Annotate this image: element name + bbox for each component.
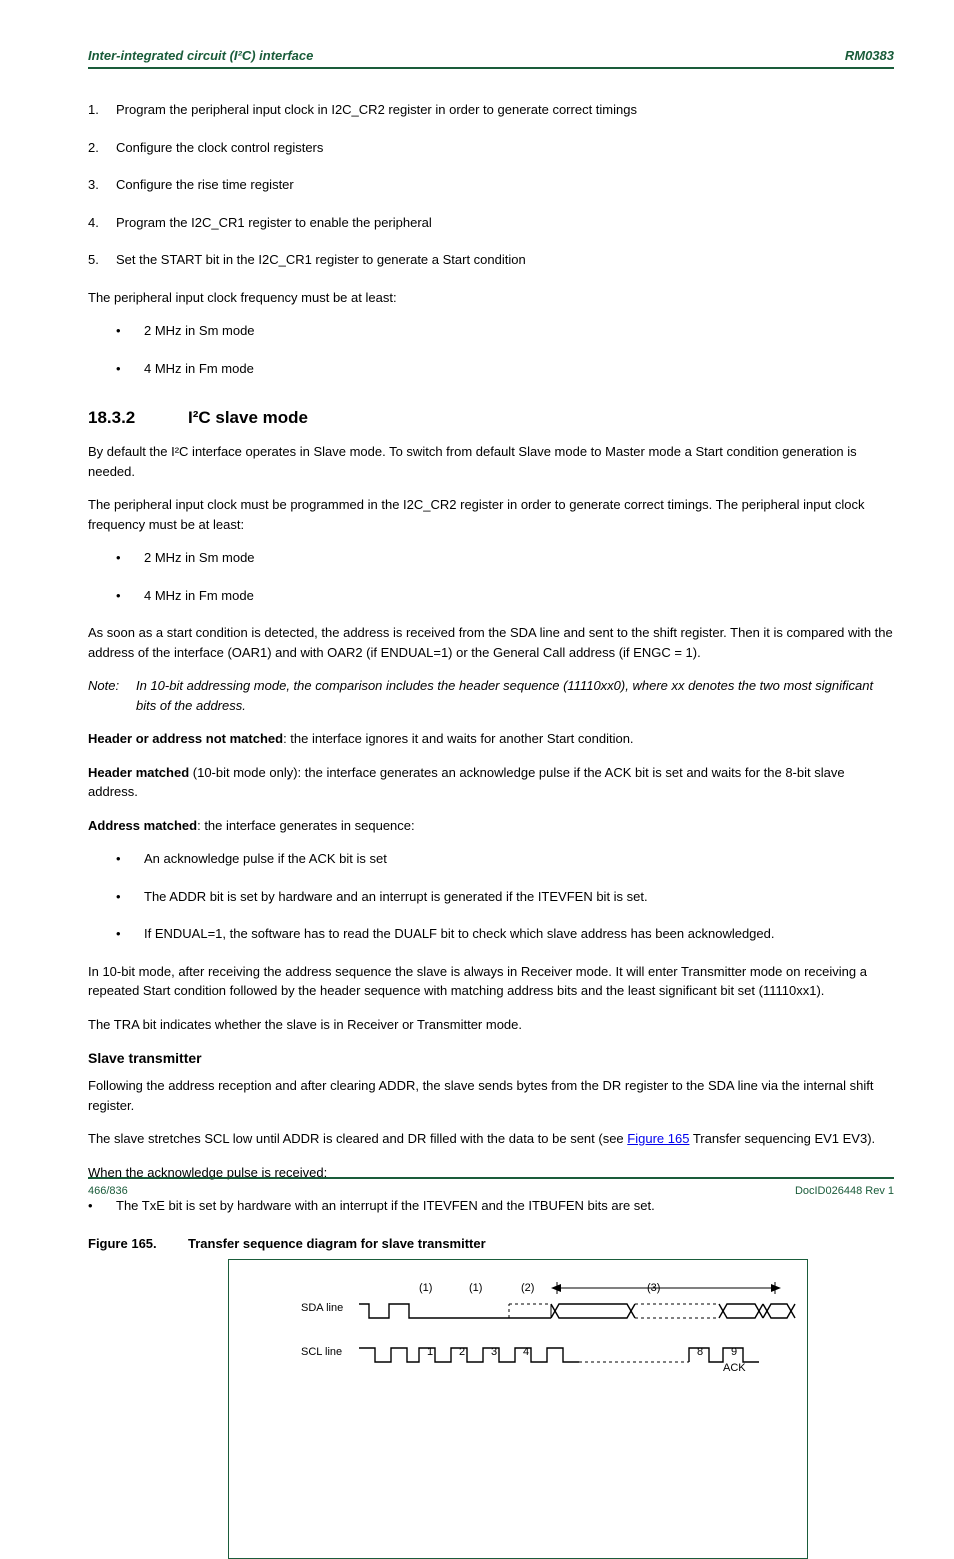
item-text: Program the I2C_CR1 register to enable t… xyxy=(116,213,894,233)
item-number: 4. xyxy=(88,213,116,233)
para: The peripheral input clock must be progr… xyxy=(88,495,894,534)
para: Address matched: the interface generates… xyxy=(88,816,894,836)
bullet-item: •4 MHz in Fm mode xyxy=(116,359,894,379)
figure-box: (1) (1) (2) (3) SDA line SCL line xyxy=(228,1259,808,1559)
item-text: Set the START bit in the I2C_CR1 registe… xyxy=(116,250,894,270)
ack-label: ACK xyxy=(723,1362,746,1374)
item-text: Configure the rise time register xyxy=(116,175,894,195)
item-text: Program the peripheral input clock in I2… xyxy=(116,100,894,120)
figure-title: Transfer sequence diagram for slave tran… xyxy=(188,1236,486,1251)
para: By default the I²C interface operates in… xyxy=(88,442,894,481)
clk-num-8: 8 xyxy=(697,1346,703,1358)
marker-1b: (1) xyxy=(469,1282,482,1294)
section-title: I²C slave mode xyxy=(188,408,308,428)
note-text: In 10-bit addressing mode, the compariso… xyxy=(136,676,894,715)
header-left: Inter-integrated circuit (I²C) interface xyxy=(88,48,313,63)
bullet-item: •4 MHz in Fm mode xyxy=(116,586,894,606)
numbered-item: 4.Program the I2C_CR1 register to enable… xyxy=(88,213,894,233)
bullet-item: •If ENDUAL=1, the software has to read t… xyxy=(116,924,894,944)
bullet-item: • The TxE bit is set by hardware with an… xyxy=(88,1196,894,1216)
slave-tx-heading: Slave transmitter xyxy=(88,1050,894,1066)
para: Following the address reception and afte… xyxy=(88,1076,894,1115)
freq-para: The peripheral input clock frequency mus… xyxy=(88,288,894,308)
note-label: Note: xyxy=(88,676,136,715)
clk-num-1: 1 xyxy=(427,1346,433,1358)
section-number: 18.3.2 xyxy=(88,408,188,428)
marker-2: (2) xyxy=(521,1282,534,1294)
page-footer: 466/836 DocID026448 Rev 1 xyxy=(88,1177,894,1197)
numbered-item: 3.Configure the rise time register xyxy=(88,175,894,195)
figure-caption: Figure 165. Transfer sequence diagram fo… xyxy=(88,1236,894,1251)
note-para: Note: In 10-bit addressing mode, the com… xyxy=(88,676,894,715)
clk-num-3: 3 xyxy=(491,1346,497,1358)
para: As soon as a start condition is detected… xyxy=(88,623,894,662)
sda-label: SDA line xyxy=(301,1302,343,1314)
numbered-item: 5.Set the START bit in the I2C_CR1 regis… xyxy=(88,250,894,270)
para: In 10-bit mode, after receiving the addr… xyxy=(88,962,894,1001)
item-number: 3. xyxy=(88,175,116,195)
header-right: RM0383 xyxy=(845,48,894,63)
marker-1a: (1) xyxy=(419,1282,432,1294)
clk-num-4: 4 xyxy=(523,1346,529,1358)
numbered-item: 2.Configure the clock control registers xyxy=(88,138,894,158)
para: The TRA bit indicates whether the slave … xyxy=(88,1015,894,1035)
item-text: Configure the clock control registers xyxy=(116,138,894,158)
page-header: Inter-integrated circuit (I²C) interface… xyxy=(88,48,894,69)
dimension-arrow xyxy=(551,1280,781,1296)
numbered-item: 1.Program the peripheral input clock in … xyxy=(88,100,894,120)
main-content: 1.Program the peripheral input clock in … xyxy=(88,100,894,1559)
item-number: 2. xyxy=(88,138,116,158)
section-heading-18-3-2: 18.3.2 I²C slave mode xyxy=(88,408,894,428)
item-number: 5. xyxy=(88,250,116,270)
bullet-item: •The ADDR bit is set by hardware and an … xyxy=(116,887,894,907)
para: Header matched (10-bit mode only): the i… xyxy=(88,763,894,802)
clk-num-9: 9 xyxy=(731,1346,737,1358)
bullet-item: •2 MHz in Sm mode xyxy=(116,548,894,568)
figure-number: Figure 165. xyxy=(88,1236,188,1251)
sda-waveform xyxy=(359,1296,799,1324)
scl-label: SCL line xyxy=(301,1346,342,1358)
footer-right: DocID026448 Rev 1 xyxy=(795,1185,894,1197)
para: Header or address not matched: the inter… xyxy=(88,729,894,749)
bullet-item: •2 MHz in Sm mode xyxy=(116,321,894,341)
footer-left: 466/836 xyxy=(88,1185,128,1197)
item-number: 1. xyxy=(88,100,116,120)
figure-link[interactable]: Figure 165 xyxy=(627,1131,689,1146)
para: The slave stretches SCL low until ADDR i… xyxy=(88,1129,894,1149)
bullet-item: •An acknowledge pulse if the ACK bit is … xyxy=(116,849,894,869)
clk-num-2: 2 xyxy=(459,1346,465,1358)
